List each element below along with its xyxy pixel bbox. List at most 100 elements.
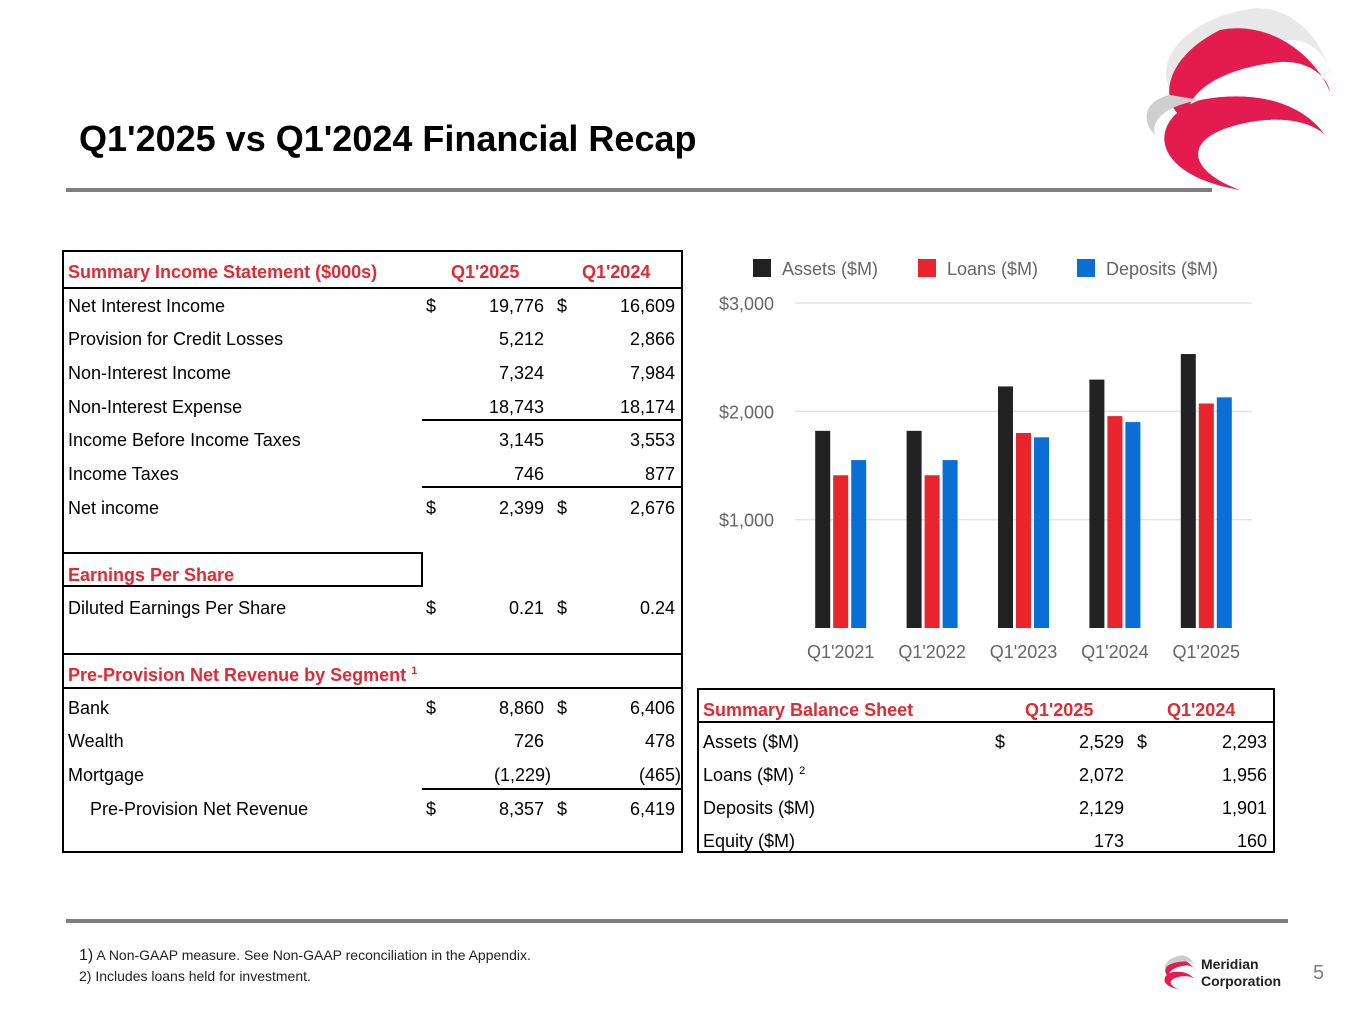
currency-symbol: $ <box>557 598 568 618</box>
value-q1-2024: (465) <box>638 765 681 785</box>
table-row: Provision for Credit Losses 5,212 2,866 <box>64 322 681 355</box>
row-label: Deposits ($M) <box>703 798 816 818</box>
page-title: Q1'2025 vs Q1'2024 Financial Recap <box>79 118 697 159</box>
eps-header-row: Earnings Per Share <box>64 558 681 591</box>
income-col1-header: Q1'2025 <box>451 262 520 282</box>
currency-symbol: $ <box>557 698 568 718</box>
bar-assets <box>998 386 1013 628</box>
row-label: Pre-Provision Net Revenue <box>90 799 309 819</box>
value-q1-2024: 6,419 <box>629 799 675 819</box>
table-row: Non-Interest Expense 18,743 18,174 <box>64 390 681 423</box>
bar-deposits <box>1216 397 1232 628</box>
value-q1-2025: 2,129 <box>1078 798 1124 818</box>
currency-symbol: $ <box>1137 732 1148 752</box>
y-tick-label: $1,000 <box>719 511 774 531</box>
page-number: 5 <box>1313 962 1325 984</box>
balance-header-divider <box>699 721 1273 723</box>
row-label: Net income <box>68 498 160 518</box>
value-q1-2024: 7,984 <box>629 363 675 383</box>
value-q1-2024: 6,406 <box>629 698 675 718</box>
currency-symbol: $ <box>557 799 568 819</box>
currency-symbol: $ <box>426 598 437 618</box>
balance-header-row: Summary Balance Sheet Q1'2025 Q1'2024 <box>699 693 1273 726</box>
income-header-label: Summary Income Statement ($000s) <box>68 262 378 282</box>
value-q1-2025: 19,776 <box>488 296 544 316</box>
row-label: Wealth <box>68 731 124 751</box>
value-q1-2025: 2,399 <box>498 498 544 518</box>
value-q1-2024: 16,609 <box>619 296 675 316</box>
row-label: Diluted Earnings Per Share <box>68 598 287 618</box>
footnote-1: 1) A Non-GAAP measure. See Non-GAAP reco… <box>79 947 531 965</box>
value-q1-2024: 478 <box>644 731 675 751</box>
row-label: Non-Interest Income <box>68 363 232 383</box>
swirl-logo-icon <box>1146 8 1332 190</box>
value-q1-2025: 2,072 <box>1078 765 1124 785</box>
table-row: Mortgage (1,229) (465) <box>64 758 681 791</box>
bar-loans <box>833 475 849 628</box>
table-row: Diluted Earnings Per Share $ 0.21 $ 0.24 <box>64 591 681 624</box>
bar-assets <box>1089 379 1105 628</box>
row-label-text: Loans ($M) <box>703 765 795 785</box>
income-col2-header: Q1'2024 <box>582 262 651 282</box>
footnote-marker: 1 <box>411 665 418 677</box>
bar-assets <box>815 430 831 628</box>
value-q1-2024: 877 <box>644 464 675 484</box>
bar-deposits <box>851 460 867 628</box>
currency-symbol: $ <box>426 498 437 518</box>
value-q1-2024: 2,293 <box>1221 732 1267 752</box>
value-q1-2025: 5,212 <box>498 329 544 349</box>
company-name-line2: Corporation <box>1201 973 1282 989</box>
table-row: Income Taxes 746 877 <box>64 457 681 490</box>
value-q1-2024: 1,901 <box>1221 798 1267 818</box>
company-name-line1: Meridian <box>1201 956 1259 972</box>
eps-header-label: Earnings Per Share <box>68 565 235 585</box>
x-tick-label: Q1'2021 <box>807 642 875 662</box>
legend-label: Loans ($M) <box>947 259 1038 279</box>
legend-swatch <box>918 259 936 277</box>
footnote-marker: 2 <box>799 765 806 777</box>
bar-deposits <box>942 460 958 628</box>
balance-col1-header: Q1'2025 <box>1025 700 1094 720</box>
bar-deposits <box>1125 422 1141 628</box>
table-row: Equity ($M) 173 160 <box>699 824 1273 857</box>
balance-col2-header: Q1'2024 <box>1167 700 1236 720</box>
company-name: Meridian Corporation <box>1201 956 1281 990</box>
eps-header-box <box>64 552 423 587</box>
row-label: Net Interest Income <box>68 296 226 316</box>
table-row: Deposits ($M) 2,129 1,901 <box>699 791 1273 824</box>
currency-symbol: $ <box>557 498 568 518</box>
value-q1-2024: 2,676 <box>629 498 675 518</box>
total-divider <box>422 486 683 488</box>
value-q1-2025: 7,324 <box>498 363 544 383</box>
ppnr-top-divider <box>64 653 681 655</box>
income-header-row: Summary Income Statement ($000s) Q1'2025… <box>64 255 681 288</box>
swirl-logo-icon <box>1164 955 1196 990</box>
value-q1-2025: 746 <box>513 464 544 484</box>
currency-symbol: $ <box>557 296 568 316</box>
table-row: Pre-Provision Net Revenue $ 8,357 $ 6,41… <box>64 792 681 825</box>
bar-deposits <box>1034 437 1049 628</box>
legend-label: Deposits ($M) <box>1106 259 1218 279</box>
income-statement-table: Summary Income Statement ($000s) Q1'2025… <box>62 250 683 853</box>
y-tick-label: $2,000 <box>719 402 774 422</box>
value-q1-2025: (1,229) <box>493 765 551 785</box>
row-label: Mortgage <box>68 765 145 785</box>
row-label: Assets ($M) <box>703 732 800 752</box>
value-q1-2024: 2,866 <box>629 329 675 349</box>
row-label: Provision for Credit Losses <box>68 329 284 349</box>
value-q1-2025: 18,743 <box>488 397 544 417</box>
table-row: Non-Interest Income 7,324 7,984 <box>64 356 681 389</box>
balance-trend-chart: $1,000 $2,000 $3,000 Q1'2021 Q1'2022 Q1'2023 Q… <box>719 259 1252 662</box>
income-header-divider <box>64 287 681 289</box>
row-label: Bank <box>68 698 110 718</box>
balance-sheet-table: Summary Balance Sheet Q1'2025 Q1'2024 As… <box>697 688 1275 853</box>
legend-swatch <box>753 259 771 277</box>
bar-loans <box>1016 433 1031 628</box>
value-q1-2024: 18,174 <box>619 397 675 417</box>
value-q1-2025: 0.21 <box>508 598 544 618</box>
row-label: Non-Interest Expense <box>68 397 243 417</box>
x-tick-label: Q1'2022 <box>898 642 966 662</box>
table-row: Wealth 726 478 <box>64 724 681 757</box>
ppnr-header-text: Pre-Provision Net Revenue by Segment <box>68 665 407 685</box>
table-row: Loans ($M) 2 2,072 1,956 <box>699 758 1273 791</box>
